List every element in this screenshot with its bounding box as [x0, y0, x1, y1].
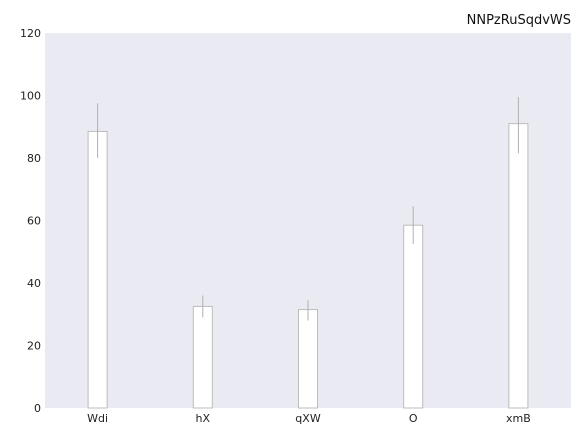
bar-hX: [192, 305, 213, 409]
y-tick-label: 120: [20, 27, 41, 40]
y-tick-label: 20: [27, 340, 41, 353]
y-tick-label: 80: [27, 152, 41, 165]
x-tick-label: O: [409, 412, 418, 425]
y-tick-label: 60: [27, 215, 41, 228]
bar-Wdi: [87, 130, 108, 409]
bars-group: [87, 123, 529, 409]
bar-xmB: [508, 123, 529, 409]
y-tick-label: 0: [34, 402, 41, 415]
x-tick-label: qXW: [295, 412, 321, 425]
error-bars-group: [97, 97, 519, 321]
y-tick-label: 100: [20, 90, 41, 103]
y-tick-label: 40: [27, 277, 41, 290]
bar-O: [403, 224, 424, 409]
chart-title: NNPzRuSqdvWS: [467, 13, 571, 28]
y-axis-ticks: 0 20 40 60 80 100 120: [20, 27, 41, 415]
x-tick-label: xmB: [506, 412, 531, 425]
x-tick-label: Wdi: [87, 412, 108, 425]
x-tick-label: hX: [196, 412, 211, 425]
bar-qXW: [298, 309, 318, 409]
